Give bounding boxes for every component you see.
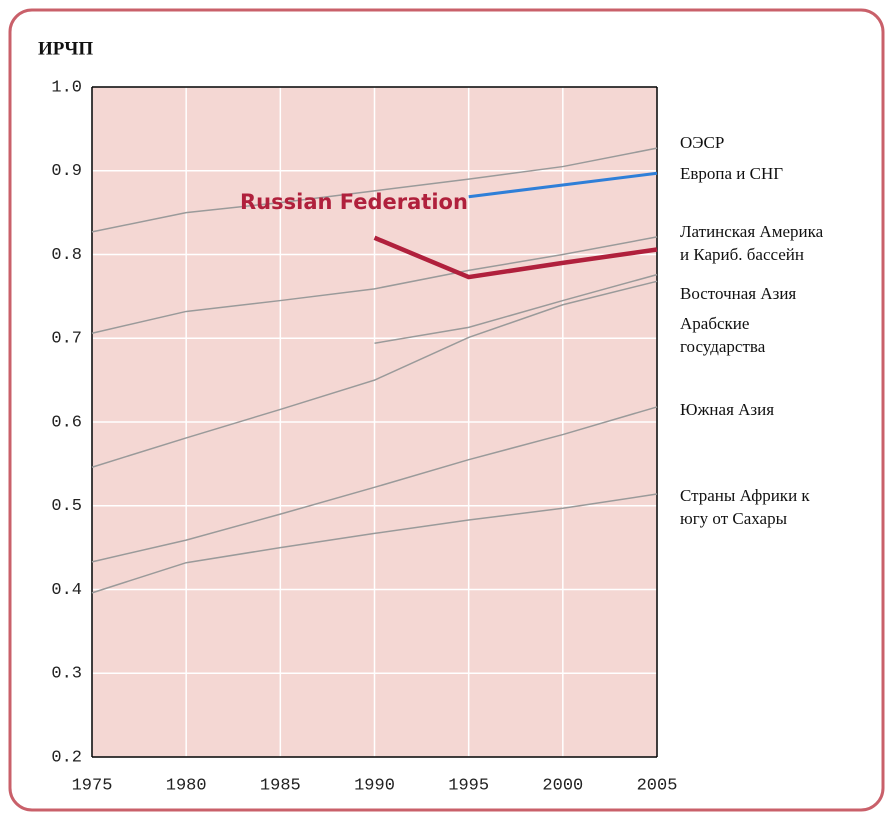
series-line [374,273,658,345]
series-label: Латинская Америка и Кариб. бассейн [680,222,824,264]
x-tick-label: 1975 [72,776,113,795]
series-line [91,147,658,233]
series-label: ОЭСР [680,133,725,152]
series-label: Russian Federation [240,190,468,214]
x-tick-label: 2005 [637,776,678,795]
series-label: Страны Африки к югу от Сахары [680,486,810,528]
y-tick-label: 0.7 [51,330,82,349]
x-tick-label: 1995 [448,776,489,795]
y-tick-label: 0.8 [51,246,82,265]
series-line [91,280,658,468]
series-label: Южная Азия [680,400,775,419]
y-tick-label: 0.5 [51,497,82,516]
x-tick-label: 2000 [542,776,583,795]
x-tick-label: 1980 [166,776,207,795]
y-tick-label: 0.4 [51,581,82,600]
series-line [468,171,658,199]
series-line [91,406,658,563]
x-tick-label: 1990 [354,776,395,795]
series-line [373,235,658,280]
series-label: Арабские государства [680,314,766,356]
series-label: Европа и СНГ [680,164,784,183]
y-tick-label: 0.2 [51,748,82,767]
y-tick-label: 0.3 [51,665,82,684]
y-axis-title: ИРЧП [38,38,93,59]
y-tick-label: 0.6 [51,413,82,432]
series-line [91,236,658,334]
series-label: Восточная Азия [680,284,797,303]
y-tick-label: 1.0 [51,78,82,97]
x-tick-label: 1985 [260,776,301,795]
series-line [91,493,658,594]
y-tick-label: 0.9 [51,162,82,181]
